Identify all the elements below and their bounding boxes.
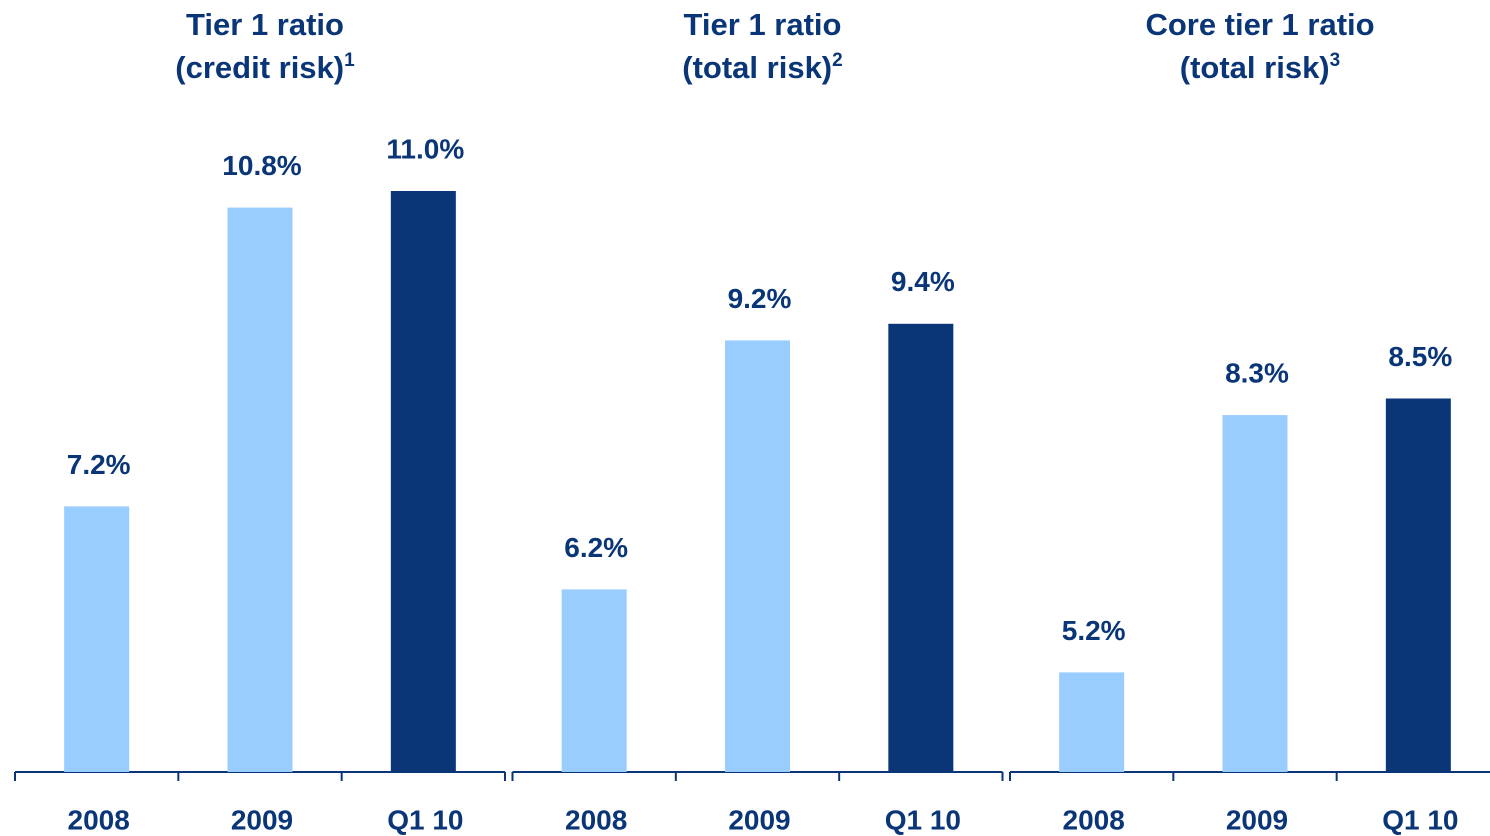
chart-subtitle: (credit risk)1 bbox=[175, 50, 355, 85]
bar bbox=[390, 191, 456, 772]
value-label: 10.8% bbox=[222, 150, 301, 181]
x-tick-label: Q1 10 bbox=[885, 804, 961, 835]
x-tick-label: Q1 10 bbox=[387, 804, 463, 835]
value-label: 9.2% bbox=[728, 283, 792, 314]
value-label: 9.4% bbox=[891, 266, 955, 297]
x-tick-label: 2009 bbox=[1226, 804, 1288, 835]
bar bbox=[1222, 415, 1288, 772]
chart-title: Core tier 1 ratio bbox=[1145, 7, 1374, 42]
subtitle-text: (total risk) bbox=[682, 50, 832, 85]
chart-subtitle: (total risk)3 bbox=[1180, 50, 1340, 85]
x-tick-label: 2008 bbox=[1063, 804, 1125, 835]
bar bbox=[725, 340, 790, 772]
bar bbox=[561, 589, 627, 772]
footnote-marker: 3 bbox=[1330, 50, 1341, 71]
value-label: 5.2% bbox=[1062, 615, 1126, 646]
bar bbox=[888, 323, 954, 772]
subtitle-text: (total risk) bbox=[1180, 50, 1330, 85]
value-label: 8.5% bbox=[1388, 341, 1452, 372]
value-label: 11.0% bbox=[386, 133, 464, 164]
chart-title: Tier 1 ratio bbox=[186, 7, 344, 42]
footnote-marker: 1 bbox=[344, 50, 355, 71]
x-tick-label: 2009 bbox=[728, 804, 790, 835]
x-tick-label: 2009 bbox=[231, 804, 293, 835]
x-tick-label: 2008 bbox=[68, 804, 130, 835]
subtitle-text: (credit risk) bbox=[175, 50, 344, 85]
value-label: 6.2% bbox=[564, 532, 628, 563]
value-label: 8.3% bbox=[1225, 357, 1289, 388]
chart-subtitle: (total risk)2 bbox=[682, 50, 842, 85]
bar bbox=[64, 506, 130, 772]
footnote-marker: 2 bbox=[832, 50, 843, 71]
x-tick-label: Q1 10 bbox=[1382, 804, 1458, 835]
bar bbox=[1385, 398, 1451, 772]
value-label: 7.2% bbox=[67, 449, 131, 480]
x-tick-label: 2008 bbox=[565, 804, 627, 835]
bar bbox=[227, 207, 293, 773]
chart-title: Tier 1 ratio bbox=[684, 7, 842, 42]
bar bbox=[1059, 672, 1125, 772]
